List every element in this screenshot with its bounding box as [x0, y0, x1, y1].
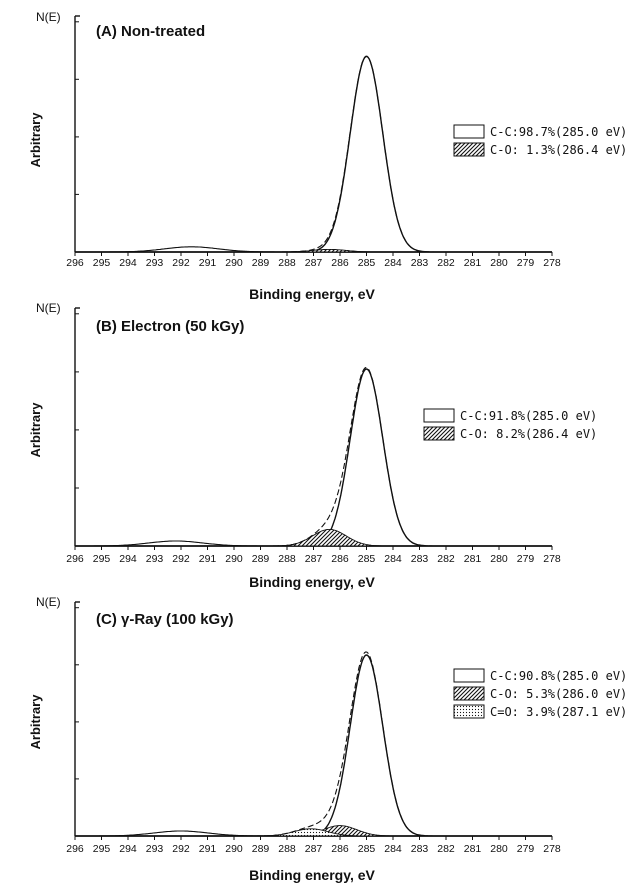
panel-c-plot: [74, 601, 552, 837]
panel-a-y-axis-label: Arbitrary: [28, 112, 43, 168]
x-tick-label: 290: [225, 257, 243, 269]
x-tick-label: 289: [252, 843, 270, 855]
panel-c-legend: C-C:90.8%(285.0 eV) C-O: 5.3%(286.0 eV) C=…: [453, 668, 627, 719]
component-peak-open: [75, 368, 552, 547]
x-tick-label: 278: [543, 257, 561, 269]
x-tick-label: 282: [437, 257, 455, 269]
legend-swatch-open: [453, 668, 485, 683]
legend-swatch-dotted: [453, 704, 485, 719]
x-tick-label: 295: [93, 257, 111, 269]
legend-swatch-hatched: [453, 686, 485, 701]
x-tick-label: 295: [93, 843, 111, 855]
x-tick-label: 287: [305, 257, 323, 269]
x-tick-label: 286: [331, 257, 349, 269]
x-tick-label: 295: [93, 553, 111, 565]
panel-c: N(E) (C) γ-Ray (100 kGy) Arbitrary Bindi…: [28, 595, 627, 883]
x-tick-label: 292: [172, 843, 190, 855]
x-tick-label: 293: [146, 553, 164, 565]
x-tick-label: 280: [490, 257, 508, 269]
x-tick-label: 279: [517, 843, 535, 855]
panel-b: N(E) (B) Electron (50 kGy) Arbitrary Bin…: [28, 301, 597, 590]
legend-swatch-hatched: [423, 426, 455, 441]
x-tick-label: 283: [411, 843, 429, 855]
x-tick-label: 292: [172, 553, 190, 565]
x-tick-label: 279: [517, 553, 535, 565]
x-tick-label: 294: [119, 257, 137, 269]
x-tick-label: 278: [543, 843, 561, 855]
x-tick-label: 284: [384, 553, 402, 565]
x-tick-label: 291: [199, 843, 217, 855]
envelope-curve: [75, 367, 552, 547]
legend-entry: C-C:91.8%(285.0 eV): [460, 409, 597, 423]
x-tick-label: 291: [199, 553, 217, 565]
panel-c-y-axis-label: Arbitrary: [28, 694, 43, 750]
x-tick-label: 287: [305, 843, 323, 855]
panel-c-x-axis-label: Binding energy, eV: [249, 867, 375, 883]
panel-a-ne-label: N(E): [36, 10, 61, 24]
legend-entry: C-O: 1.3%(286.4 eV): [490, 143, 627, 157]
panel-a-title: (A) Non-treated: [96, 23, 205, 40]
x-tick-label: 294: [119, 843, 137, 855]
x-tick-label: 292: [172, 257, 190, 269]
x-tick-label: 296: [66, 257, 84, 269]
x-tick-label: 286: [331, 553, 349, 565]
panel-a-x-ticks: 296 295 294 293 292 291 290 289 288 287 286 285 284 2…: [66, 252, 561, 269]
x-tick-label: 291: [199, 257, 217, 269]
panel-b-x-axis-label: Binding energy, eV: [249, 574, 375, 590]
x-tick-label: 294: [119, 553, 137, 565]
x-tick-label: 281: [464, 553, 482, 565]
x-tick-label: 283: [411, 553, 429, 565]
x-tick-label: 296: [66, 553, 84, 565]
x-tick-label: 287: [305, 553, 323, 565]
x-tick-label: 285: [358, 553, 376, 565]
x-tick-label: 285: [358, 257, 376, 269]
panel-c-title: (C) γ-Ray (100 kGy): [96, 611, 234, 628]
panel-b-title: (B) Electron (50 kGy): [96, 318, 244, 335]
x-tick-label: 284: [384, 843, 402, 855]
legend-entry: C-C:98.7%(285.0 eV): [490, 125, 627, 139]
x-tick-label: 282: [437, 553, 455, 565]
legend-swatch-open: [423, 408, 455, 423]
x-tick-label: 293: [146, 257, 164, 269]
panel-b-y-axis-label: Arbitrary: [28, 402, 43, 458]
x-tick-label: 278: [543, 553, 561, 565]
panel-c-x-ticks: 296 295 294 293 292 291 290 289 288 287 286 285 284 2…: [66, 836, 561, 855]
x-tick-label: 280: [490, 553, 508, 565]
legend-entry: C-C:90.8%(285.0 eV): [490, 669, 627, 683]
panel-b-ne-label: N(E): [36, 301, 61, 315]
x-tick-label: 279: [517, 257, 535, 269]
x-tick-label: 285: [358, 843, 376, 855]
legend-entry: C-O: 8.2%(286.4 eV): [460, 427, 597, 441]
x-tick-label: 282: [437, 843, 455, 855]
x-tick-label: 289: [252, 553, 270, 565]
legend-entry: C=O: 3.9%(287.1 eV): [490, 705, 627, 719]
x-tick-label: 281: [464, 257, 482, 269]
legend-swatch-hatched: [453, 142, 485, 157]
panel-a: N(E) (A) Non-treated Arbitrary Binding e…: [28, 10, 627, 302]
component-peak-dotted: [75, 828, 552, 837]
x-tick-label: 289: [252, 257, 270, 269]
x-tick-label: 280: [490, 843, 508, 855]
x-tick-label: 281: [464, 843, 482, 855]
legend-entry: C-O: 5.3%(286.0 eV): [490, 687, 627, 701]
panel-a-legend: C-C:98.7%(285.0 eV) C-O: 1.3%(286.4 eV): [453, 124, 627, 157]
x-tick-label: 286: [331, 843, 349, 855]
x-tick-label: 288: [278, 843, 296, 855]
x-tick-label: 288: [278, 553, 296, 565]
panel-b-legend: C-C:91.8%(285.0 eV) C-O: 8.2%(286.4 eV): [423, 408, 597, 441]
x-tick-label: 284: [384, 257, 402, 269]
panel-b-x-ticks: 296 295 294 293 292 291 290 289 288 287 286 285 284 2…: [66, 546, 561, 565]
x-tick-label: 290: [225, 553, 243, 565]
legend-swatch-open: [453, 124, 485, 139]
x-tick-label: 290: [225, 843, 243, 855]
x-tick-label: 293: [146, 843, 164, 855]
panel-c-ne-label: N(E): [36, 595, 61, 609]
x-tick-label: 296: [66, 843, 84, 855]
x-tick-label: 283: [411, 257, 429, 269]
x-tick-label: 288: [278, 257, 296, 269]
panel-a-x-axis-label: Binding energy, eV: [249, 286, 375, 302]
